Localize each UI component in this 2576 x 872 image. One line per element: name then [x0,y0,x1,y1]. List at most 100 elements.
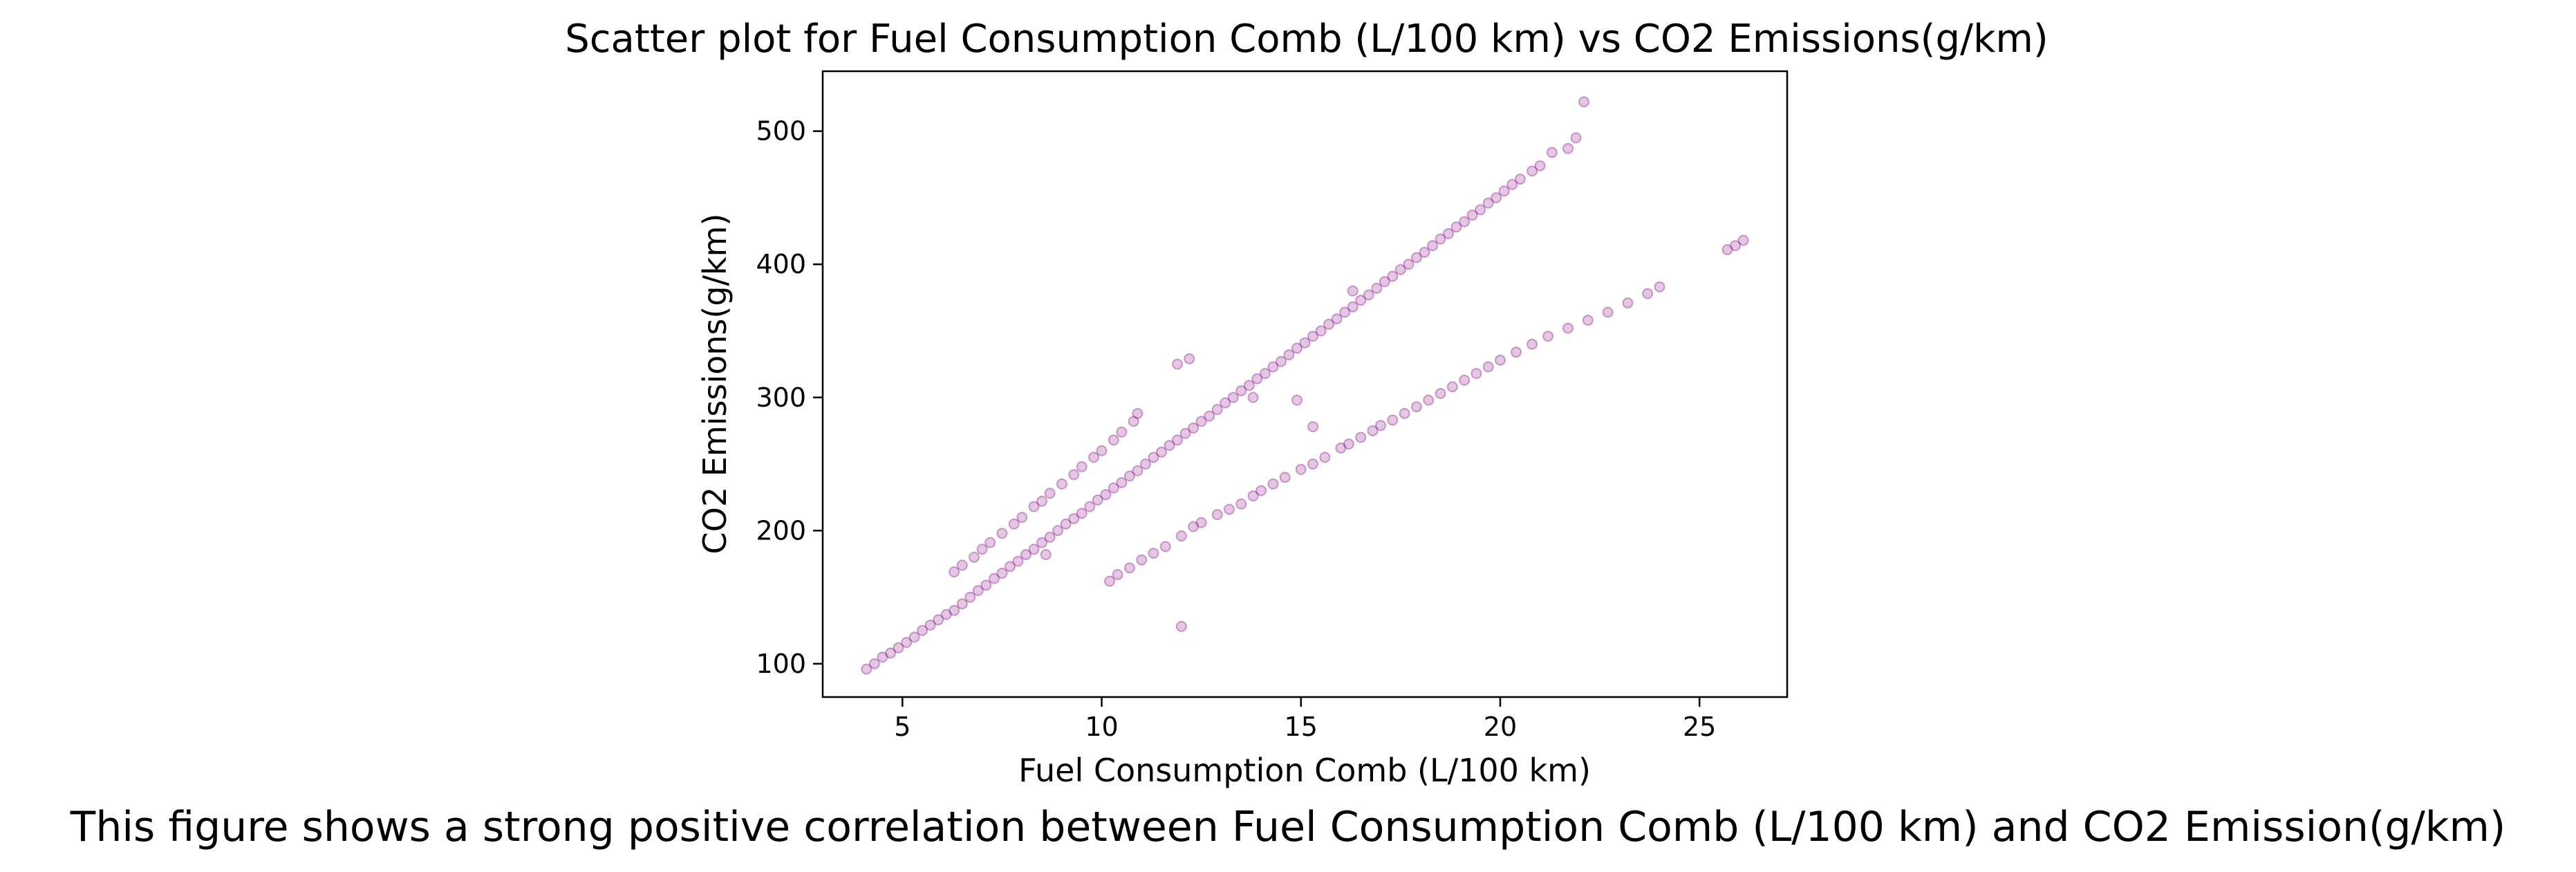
scatter-point [1562,142,1574,154]
scatter-point [1100,489,1112,501]
scatter-point [1251,373,1263,384]
scatter-point [1243,380,1255,391]
scatter-point [1546,147,1558,158]
x-tick-label: 5 [894,712,911,742]
figure-caption: This figure shows a strong positive corr… [70,803,2506,851]
scatter-point [1175,620,1187,632]
scatter-point [1410,401,1422,413]
scatter-point [1347,285,1359,297]
y-tick-label: 500 [756,116,806,147]
scatter-point [964,591,976,603]
scatter-point [1466,210,1478,221]
scatter-point [1459,216,1471,228]
scatter-point [1020,549,1032,560]
scatter-point [1446,381,1458,393]
scatter-point [1450,221,1462,233]
scatter-point [933,614,944,626]
scatter-point [1211,404,1223,416]
scatter-point [1227,391,1239,403]
scatter-point [1578,96,1589,108]
scatter-point [1534,160,1546,171]
scatter-point [1299,337,1311,349]
scatter-point [984,537,996,548]
scatter-point [1347,301,1359,313]
scatter-point [1195,517,1207,528]
scatter-point [1132,407,1144,419]
scatter-point [1188,521,1200,532]
scatter-point [1471,368,1482,380]
scatter-point [1004,561,1016,573]
scatter-point [1582,315,1594,326]
scatter-point [1498,185,1510,197]
scatter-point [1319,452,1331,463]
scatter-point [1511,346,1522,358]
scatter-point [1044,531,1056,543]
scatter-point [1291,342,1303,354]
scatter-point [1108,482,1119,494]
scatter-point [1283,349,1295,361]
scatter-point [1036,495,1047,507]
ticks-layer: 5 10 15 20 25 100 200 300 400 500 [756,116,1716,742]
scatter-point [1355,295,1367,306]
scatter-point [1235,385,1247,397]
scatter-point [1016,512,1028,523]
points-layer [861,96,1749,675]
scatter-point [1060,518,1072,530]
scatter-point [1116,426,1128,438]
scatter-point [1123,562,1135,574]
scatter-point [1052,525,1064,537]
scatter-point [1482,197,1494,209]
x-axis-label: Fuel Consumption Comb (L/100 km) [1018,752,1591,789]
scatter-point [1267,478,1279,490]
scatter-point [885,647,896,659]
scatter-point [1721,244,1733,255]
scatter-point [1410,252,1422,263]
scatter-point [1148,452,1159,463]
x-tick-label: 10 [1085,712,1118,742]
scatter-point [1443,228,1454,239]
scatter-point [1175,530,1187,541]
scatter-point [1295,463,1307,475]
scatter-point [1363,289,1374,301]
scatter-point [1096,445,1108,456]
scatter-point [1435,233,1446,245]
scatter-point [1379,276,1390,288]
scatter-point [1387,270,1399,282]
scatter-point [1164,440,1175,452]
scatter-point [1343,438,1354,450]
scatter-point [1335,442,1347,454]
scatter-point [1104,575,1115,587]
scatter-point [861,663,872,675]
scatter-point [1184,353,1195,364]
scatter-point [868,658,880,669]
scatter-point [1068,513,1080,524]
scatter-point [1204,410,1215,422]
scatter-point [996,528,1008,539]
x-tick-label: 15 [1285,712,1318,742]
chart-title: Scatter plot for Fuel Consumption Comb (… [565,17,2048,62]
scatter-point [956,598,968,610]
scatter-point [1211,509,1223,521]
scatter-point [1491,192,1502,203]
scatter-point [1068,469,1080,481]
scatter-point [893,642,904,653]
scatter-point [901,637,913,649]
scatter-point [1139,458,1151,470]
scatter-point [1112,568,1123,580]
scatter-point [1737,234,1749,246]
scatter-point [1315,325,1327,337]
scatter-point [1355,432,1367,443]
scatter-point [1419,246,1430,258]
scatter-point [1247,490,1259,502]
y-tick-label: 400 [756,249,806,279]
scatter-point [1156,446,1167,458]
scatter-point [1367,425,1379,436]
scatter-point [1088,452,1099,463]
scatter-point [924,620,936,631]
scatter-point [1654,281,1665,293]
scatter-point [949,566,960,577]
scatter-point [949,604,960,616]
scatter-point [1622,297,1634,308]
scatter-point [988,573,1000,584]
